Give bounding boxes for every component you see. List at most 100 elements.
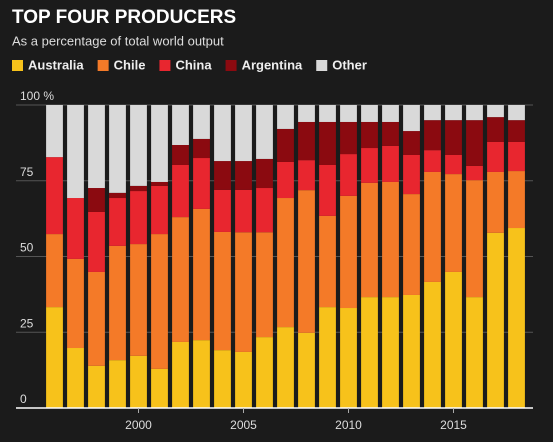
bar-segment xyxy=(445,174,462,272)
bar-segment xyxy=(214,189,231,232)
bar-segment xyxy=(193,158,210,209)
bar-segment xyxy=(466,165,483,181)
bar-segment xyxy=(88,271,105,366)
bar-segment xyxy=(508,171,525,229)
bar-segment xyxy=(487,171,504,233)
bar-segment xyxy=(67,105,84,199)
bar-segment xyxy=(214,105,231,162)
legend-label: Other xyxy=(332,57,367,72)
bar-segment xyxy=(235,351,252,408)
bar-segment xyxy=(256,158,273,189)
bar-segment xyxy=(151,234,168,369)
x-tick-label: 2015 xyxy=(440,418,467,432)
bar-segment xyxy=(340,308,357,408)
bar-segment xyxy=(235,105,252,162)
bar-segment xyxy=(88,365,105,408)
bar-segment xyxy=(361,297,378,408)
bar-segment xyxy=(67,198,84,259)
bar-segment xyxy=(130,185,147,192)
bar-segment xyxy=(193,340,210,408)
y-tick-label: 75 xyxy=(20,165,34,179)
bar-segment xyxy=(466,180,483,298)
bar-segment xyxy=(277,198,294,328)
bar-segment xyxy=(382,181,399,298)
bar-segment xyxy=(319,105,336,122)
legend-label: Argentina xyxy=(242,57,303,72)
legend-swatch xyxy=(316,60,328,71)
bar-segment xyxy=(256,188,273,233)
bar-segment xyxy=(88,105,105,189)
chart-title: TOP FOUR PRODUCERS xyxy=(12,7,236,28)
bar-segment xyxy=(109,105,126,193)
bar-segment xyxy=(445,105,462,121)
bar-segment xyxy=(424,281,441,408)
bar-segment xyxy=(130,105,147,186)
bar-segment xyxy=(214,231,231,351)
bar-segment xyxy=(487,117,504,142)
bar-segment xyxy=(466,297,483,408)
bar-segment xyxy=(151,368,168,408)
bar-segment xyxy=(319,164,336,216)
legend-swatch xyxy=(97,60,109,71)
bar-segment xyxy=(445,120,462,155)
bar-segment xyxy=(193,208,210,341)
bar-segment xyxy=(172,341,189,408)
bar-segment xyxy=(424,150,441,172)
bar-segment xyxy=(277,161,294,199)
bar-segment xyxy=(382,105,399,122)
bar-segment xyxy=(361,148,378,183)
bar-segment xyxy=(235,232,252,352)
bar-segment xyxy=(466,105,483,121)
bar-segment xyxy=(172,164,189,218)
bar-segment xyxy=(424,171,441,282)
bar-segment xyxy=(277,128,294,162)
bar-segment xyxy=(130,355,147,408)
bar-segment xyxy=(403,131,420,155)
bar-segment xyxy=(46,234,63,308)
bar-segment xyxy=(235,189,252,233)
bar-segment xyxy=(319,215,336,308)
bar-segment xyxy=(214,161,231,190)
legend-label: Chile xyxy=(114,57,146,72)
legend-label: China xyxy=(175,57,212,72)
bar-segment xyxy=(151,185,168,235)
bar-segment xyxy=(340,121,357,155)
bar-segment xyxy=(403,194,420,295)
bar-segment xyxy=(319,307,336,408)
bar-segment xyxy=(46,157,63,235)
legend-swatch xyxy=(159,60,171,71)
bar-segment xyxy=(424,105,441,121)
bar-segment xyxy=(445,154,462,175)
bar-segment xyxy=(193,138,210,159)
bar-segment xyxy=(172,217,189,342)
bar-segment xyxy=(508,120,525,142)
bar-segment xyxy=(403,294,420,408)
bar-segment xyxy=(235,161,252,190)
bar-segment xyxy=(340,105,357,122)
bar-segment xyxy=(46,105,63,158)
bar-segment xyxy=(88,211,105,272)
x-tick-label: 2010 xyxy=(335,418,362,432)
bar-segment xyxy=(214,350,231,408)
bar-segment xyxy=(382,121,399,146)
bar-segment xyxy=(466,120,483,166)
bar-segment xyxy=(298,105,315,122)
legend-label: Australia xyxy=(28,57,84,72)
bar-segment xyxy=(445,271,462,408)
bar-segment xyxy=(256,337,273,408)
bar-segment xyxy=(508,105,525,121)
bar-segment xyxy=(508,141,525,172)
bar-segment xyxy=(277,105,294,129)
bar-segment xyxy=(298,121,315,161)
bar-segment xyxy=(130,244,147,356)
bar-segment xyxy=(67,348,84,408)
bar-segment xyxy=(424,120,441,151)
legend-swatch xyxy=(225,60,237,71)
bar-segment xyxy=(487,141,504,172)
bar-segment xyxy=(151,181,168,186)
bar-segment xyxy=(361,121,378,149)
bar-segment xyxy=(109,198,126,246)
bar-segment xyxy=(256,105,273,159)
bar-segment xyxy=(382,145,399,182)
